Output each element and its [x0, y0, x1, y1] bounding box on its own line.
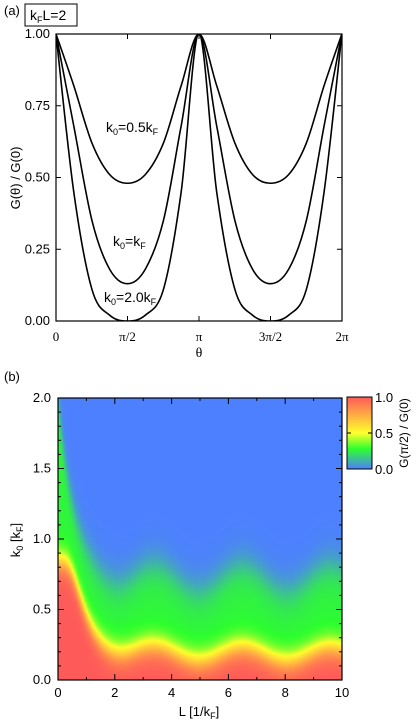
heatmap-image: [58, 398, 342, 680]
panel-b-ytick-label: 1.0: [33, 531, 51, 546]
panel-b-xtick-label: 10: [335, 685, 349, 700]
curve-label-1.0: k0=kF: [113, 233, 146, 251]
colorbar-tick-0: 0.0: [375, 462, 393, 477]
param-box-frame: [24, 3, 78, 27]
panel-b-xtick-label: 4: [168, 685, 175, 700]
panel-b-ytick-label: 2.0: [33, 390, 51, 405]
heatmap: [58, 398, 342, 680]
colorbar-tick-0.5: 0.5: [375, 426, 393, 441]
series-line-0: [56, 34, 342, 185]
series-line-1: [56, 34, 342, 285]
colorbar-label: G(π/2) / G(0): [397, 398, 411, 468]
panel-a-ytick-label: 0.50: [25, 170, 50, 185]
panel-b-ylabel: k0 [kF]: [8, 523, 25, 557]
panel-a-curves: [56, 34, 342, 321]
curve-label-0.5: k0=0.5kF: [106, 119, 159, 137]
panel-a-xtick-label: 2π: [335, 329, 349, 344]
panel-a-xtick-label: π: [196, 329, 203, 344]
series-line-2: [56, 34, 342, 321]
panel-b-label: (b): [4, 369, 20, 384]
panel-a-xlabel: θ: [196, 346, 203, 361]
panel-b-xtick-label: 6: [225, 685, 232, 700]
panel-a-frame: [55, 33, 343, 322]
panel-b-ytick-label: 0.0: [33, 672, 51, 687]
panel-a-ylabel: G(θ) / G(0): [8, 147, 23, 210]
panel-b-ytick-label: 0.5: [33, 602, 51, 617]
panel-a-ytick-label: 0.25: [25, 241, 50, 256]
panel-a-xtick-label: 3π/2: [259, 329, 282, 344]
panel-a-ytick-label: 0.00: [25, 313, 50, 328]
panel-a-ytick-label: 0.75: [25, 98, 50, 113]
param-box-text: kFL=2: [30, 7, 66, 25]
panel-b-ytick-label: 1.5: [33, 461, 51, 476]
panel-a-xtick-label: 0: [53, 329, 60, 344]
colorbar: 1.0 0.5 0.0 G(π/2) / G(0): [346, 390, 411, 477]
panel-b-xtick-label: 2: [111, 685, 118, 700]
param-box: kFL=2: [24, 3, 78, 27]
panel-a-xtick-label: π/2: [119, 329, 136, 344]
panel-b-xtick-label: 0: [54, 685, 61, 700]
colorbar-bar: [346, 396, 373, 470]
panel-a-ticks: [55, 33, 343, 322]
colorbar-tick-1: 1.0: [375, 390, 393, 405]
panel-b-tick-labels: 0 2 4 6 8 10 0.0 0.5 1.0 1.5 2.0: [33, 390, 349, 700]
curve-label-2.0: k0=2.0kF: [104, 289, 157, 307]
panel-b-frame: [57, 397, 343, 681]
panel-a-tick-labels: 0 π/2 π 3π/2 2π 0.00 0.25 0.50 0.75 1.00: [25, 26, 349, 344]
panel-a-label: (a): [4, 3, 20, 18]
panel-a-ytick-label: 1.00: [25, 26, 50, 41]
panel-b-xlabel: L [1/kF]: [179, 704, 219, 721]
panel-b-xtick-label: 8: [282, 685, 289, 700]
